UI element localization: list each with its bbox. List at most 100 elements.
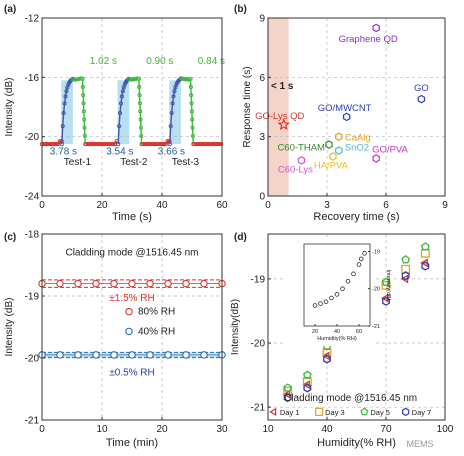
data-point — [190, 117, 195, 122]
data-point — [74, 279, 82, 288]
test-label: Test-3 — [172, 157, 200, 168]
data-point — [66, 82, 71, 87]
series-line — [81, 78, 86, 145]
point-label: GO — [414, 83, 429, 94]
data-point — [420, 242, 430, 251]
data-point — [182, 279, 190, 288]
legend-marker — [360, 407, 369, 416]
inset-data-point — [340, 286, 345, 292]
legend-marker — [402, 407, 410, 417]
data-point — [381, 277, 391, 286]
panel-letter: (c) — [4, 232, 16, 243]
x-tick-label: 70 — [380, 424, 392, 435]
x-tick-label: 3 — [324, 200, 330, 211]
data-point — [372, 154, 380, 163]
point-label: SnO2 — [345, 143, 369, 154]
data-point — [80, 84, 85, 90]
y-tick-label: -19 — [251, 274, 266, 285]
y-tick-label: -20 — [25, 132, 40, 143]
test-label: Test-1 — [64, 157, 92, 168]
data-point — [401, 255, 411, 264]
data-point — [323, 354, 331, 364]
inset-y-tick-label: -20 — [372, 287, 380, 293]
data-point — [382, 296, 390, 306]
data-point — [146, 279, 154, 288]
data-point — [137, 101, 142, 106]
x-tick-label: 20 — [96, 200, 108, 211]
inset-x-tick-label: 20 — [312, 329, 318, 335]
x-tick-label: 20 — [156, 424, 168, 435]
chart-title: Cladding mode @1516.45 nm — [65, 248, 198, 259]
data-point — [110, 279, 118, 288]
data-point — [381, 280, 391, 290]
inset-y-tick-label: -21 — [372, 324, 380, 330]
y-axis-label: Intensity (dB) — [4, 78, 15, 137]
inset-y-tick-label: -19 — [372, 249, 380, 255]
y-tick-label: 6 — [259, 73, 265, 84]
inset-data-point — [323, 299, 329, 305]
y-tick-label: -16 — [25, 73, 40, 84]
data-point — [116, 142, 121, 147]
data-point — [188, 76, 193, 81]
inset-data-point — [329, 295, 334, 301]
plot-frame — [41, 233, 223, 421]
data-point — [325, 140, 333, 149]
data-point — [189, 93, 194, 98]
band-label: ±1.5% RH — [109, 293, 155, 304]
data-point — [64, 89, 69, 94]
y-tick-label: -18 — [25, 230, 40, 241]
y-axis-label: Intensity(dB) — [230, 299, 241, 355]
y-tick-label: -24 — [25, 192, 40, 203]
data-point — [138, 109, 143, 114]
data-point — [420, 248, 430, 258]
panel-d: Cladding mode @1516.45 nm Day 1 Day 3 Day 5… — [251, 233, 454, 435]
legend-label: Day 7 — [412, 408, 432, 417]
y-tick-label: -21 — [25, 416, 40, 427]
data-point — [170, 101, 175, 106]
data-point — [303, 383, 312, 393]
panel-letter: (b) — [234, 4, 247, 15]
x-tick-label: 0 — [265, 200, 271, 211]
inset-data-point — [362, 251, 367, 256]
data-point — [118, 101, 124, 106]
data-point — [136, 76, 141, 81]
x-tick-label: 9 — [442, 200, 448, 211]
data-point — [128, 279, 136, 288]
y-axis-label: Intensity (dB) — [4, 298, 15, 357]
data-point — [164, 351, 172, 359]
data-point — [128, 351, 136, 359]
data-point — [146, 351, 154, 359]
data-point — [80, 76, 85, 81]
plot-frame — [267, 17, 446, 197]
data-point — [137, 84, 142, 90]
response-time-label: 3.66 s — [158, 146, 185, 157]
data-point — [283, 386, 293, 396]
data-point — [302, 370, 312, 379]
inset-data-point — [334, 292, 340, 297]
panel-letter: (d) — [234, 232, 247, 243]
plot-frame — [267, 233, 446, 421]
data-point — [200, 279, 208, 288]
response-band — [117, 80, 130, 145]
series-line — [138, 78, 143, 145]
data-point — [277, 118, 290, 131]
data-point — [92, 279, 100, 288]
data-point — [59, 142, 64, 147]
inset-data-point — [312, 303, 318, 308]
data-point — [74, 351, 82, 359]
x-tick-label: 0 — [39, 200, 45, 211]
inset-data-point — [351, 271, 356, 277]
data-point — [139, 133, 144, 138]
band-label: ±0.5% RH — [109, 367, 155, 378]
response-time-label: 3.78 s — [50, 146, 77, 157]
data-point — [342, 112, 351, 122]
data-point — [329, 152, 337, 161]
region-annotation: < 1 s — [271, 81, 294, 92]
inset-x-tick-label: 60 — [356, 329, 362, 335]
data-point — [171, 94, 176, 99]
data-point — [182, 351, 190, 359]
recovery-time-label: 0.84 s — [198, 56, 225, 67]
legend-label: Day 5 — [370, 408, 390, 417]
legend-marker — [269, 407, 277, 416]
data-point — [172, 89, 177, 94]
